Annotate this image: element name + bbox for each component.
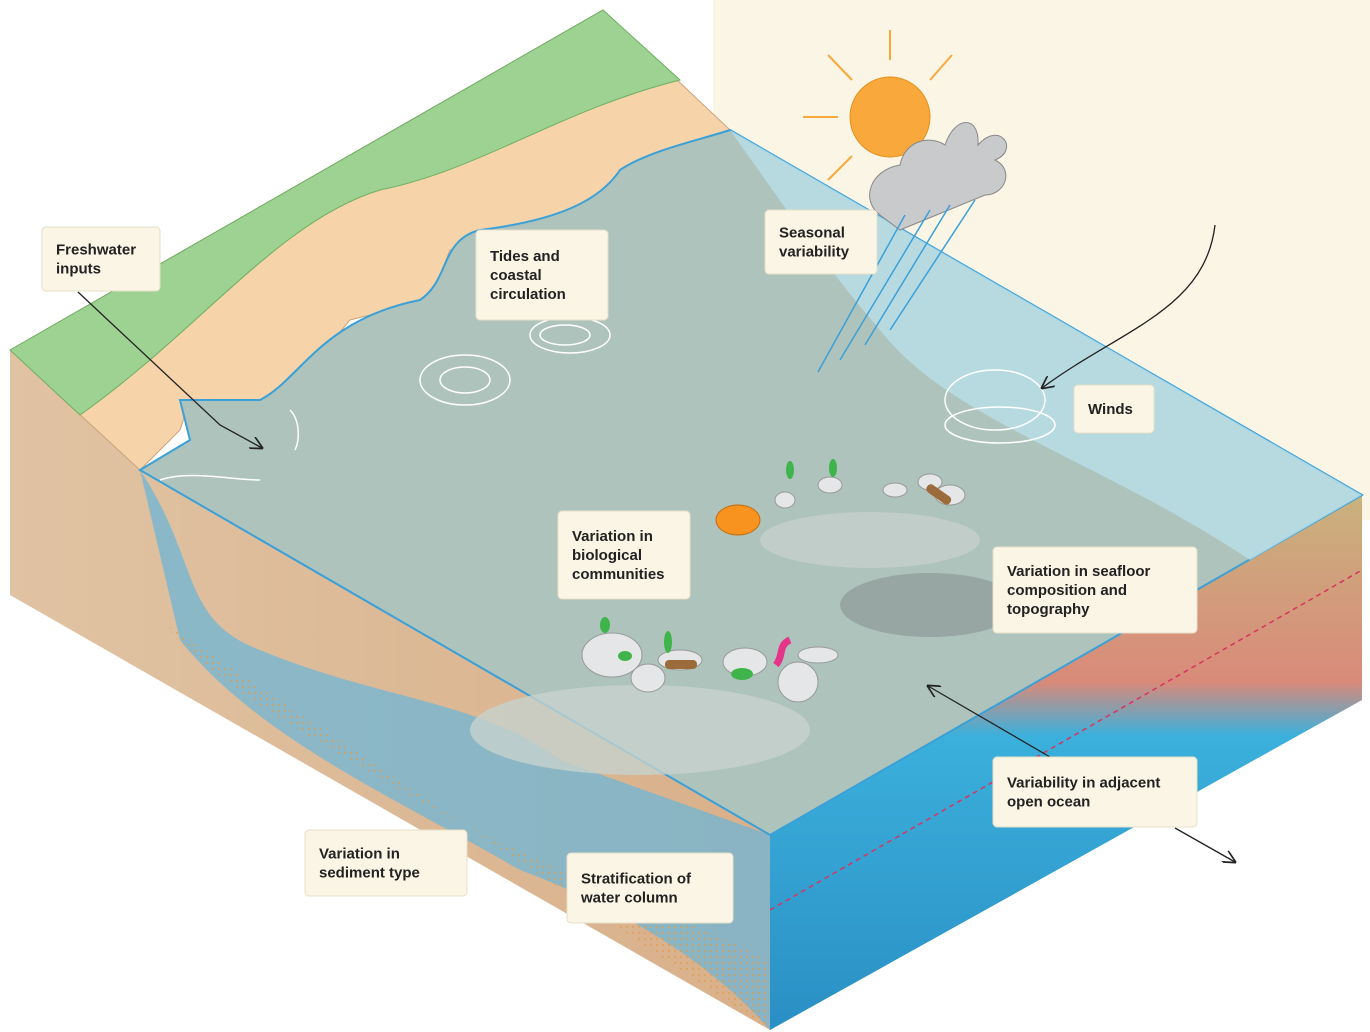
label: Tides and coastal circulation xyxy=(475,229,609,321)
label-text: composition and xyxy=(1007,582,1127,599)
label-box xyxy=(566,852,734,924)
label-box xyxy=(1073,384,1155,434)
label-box xyxy=(992,546,1198,634)
sun xyxy=(849,76,931,158)
urchin xyxy=(926,484,952,505)
label-text: open ocean xyxy=(1007,794,1090,811)
label-box xyxy=(304,829,468,897)
label-text: Variation in xyxy=(319,846,400,863)
label-text: topography xyxy=(1007,601,1090,618)
seafloor-mound xyxy=(470,685,810,775)
stratification-line xyxy=(769,569,1363,911)
seafloor-mound xyxy=(760,512,980,568)
label-box xyxy=(41,226,161,292)
label: Seasonal variability xyxy=(764,209,878,275)
label-text: Seasonal xyxy=(779,225,845,242)
label-text: water column xyxy=(580,890,678,907)
label-box xyxy=(475,229,609,321)
label-text: Stratification of xyxy=(581,871,692,888)
label-text: sediment type xyxy=(319,865,420,882)
sun-rays xyxy=(803,30,953,181)
label: Winds xyxy=(1073,384,1155,434)
label-text: Tides and xyxy=(490,248,560,265)
urchin xyxy=(665,660,697,669)
label-text: inputs xyxy=(56,261,101,278)
label-text: Winds xyxy=(1088,401,1133,418)
crab xyxy=(715,504,761,536)
label-text: circulation xyxy=(490,286,566,303)
seafloor-depression xyxy=(840,573,1020,637)
label: Variation in seafloor composition and topo… xyxy=(992,546,1198,634)
label: Stratification of water column xyxy=(566,852,734,924)
label-box xyxy=(764,209,878,275)
label-text: communities xyxy=(572,566,665,583)
pointer-arrows xyxy=(77,224,1235,862)
label: Variation in sediment type xyxy=(304,829,468,897)
label-text: Variation in seafloor xyxy=(1007,563,1151,580)
open-water xyxy=(730,130,1362,560)
label: Variation in biological communities xyxy=(557,510,691,600)
label-text: biological xyxy=(572,547,642,564)
labels: Freshwater inputs Tides and coastal circulat… xyxy=(41,209,1198,924)
label-text: Variation in xyxy=(572,528,653,545)
grassland xyxy=(9,9,682,416)
label-text: coastal xyxy=(490,267,542,284)
rain xyxy=(817,199,976,373)
label-box xyxy=(557,510,691,600)
label: Variability in adjacent open ocean xyxy=(992,756,1198,828)
sediment xyxy=(160,620,770,1030)
seaweed xyxy=(600,459,837,680)
cloud xyxy=(869,122,1008,231)
label-text: Variability in adjacent xyxy=(1007,775,1160,792)
label-text: variability xyxy=(779,244,850,261)
label: Freshwater inputs xyxy=(41,226,161,292)
label-box xyxy=(992,756,1198,828)
label-text: Freshwater xyxy=(56,242,136,259)
worm xyxy=(773,636,792,668)
